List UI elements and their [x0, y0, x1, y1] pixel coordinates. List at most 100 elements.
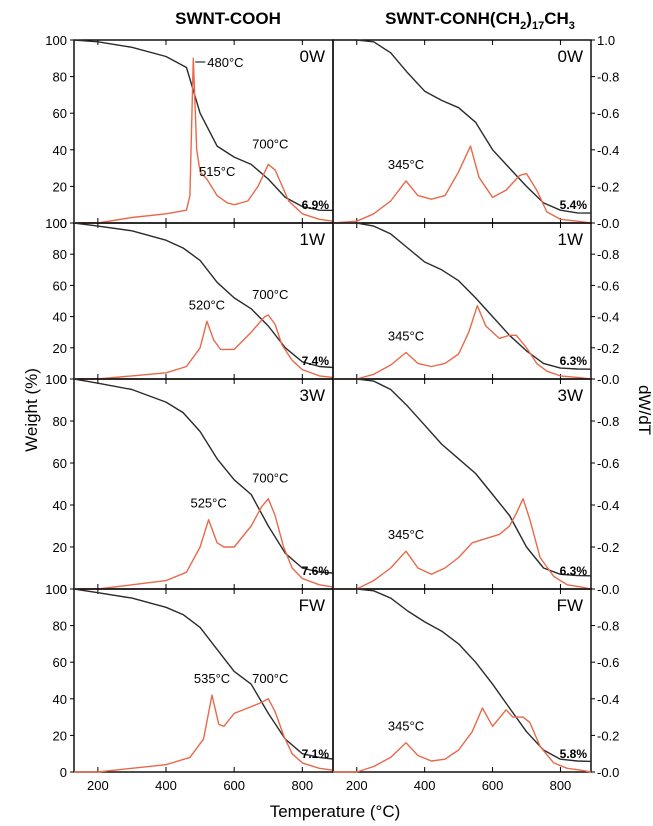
- x-tick-label: 600: [482, 778, 504, 793]
- weight-curve: [333, 378, 592, 577]
- panel-fw-conh: -0.0 -0.2 -0.4 -0.6 -0.8 200 400 600 800 FW 5.8% 34…: [332, 588, 619, 793]
- y-tick-label-left: 60: [53, 655, 67, 670]
- peak-annotation: 700°C: [252, 471, 288, 486]
- panel-0w-conh: -0.0 -0.2 -0.4 -0.6 -0.8 1.0 0W 5.4% 345°C: [332, 33, 619, 231]
- y-tick-label-right: -0.8: [597, 247, 619, 262]
- y-tick-label-left: 40: [53, 310, 67, 325]
- y-tick-label-left: 80: [53, 414, 67, 429]
- weight-curve: [73, 222, 334, 369]
- axes-text: Temperature (°C) Weight (%) dW/dT: [22, 368, 653, 821]
- condition-label: 1W: [558, 230, 584, 249]
- residue-label: 7.1%: [302, 747, 330, 761]
- peak-annotation: 345°C: [388, 719, 424, 734]
- y-tick-label-left: 100: [45, 33, 67, 48]
- column-title-conh: SWNT-CONH(CH2)17CH3: [385, 9, 575, 32]
- y-tick-label-left: 0: [60, 216, 67, 231]
- y-tick-label-left: 20: [53, 540, 67, 555]
- y-tick-label-left: 0: [60, 765, 67, 780]
- y-tick-label-right: -0.2: [597, 179, 619, 194]
- x-tick-label: 200: [346, 778, 368, 793]
- condition-label: 0W: [300, 47, 326, 66]
- title-subscript: 2: [520, 20, 526, 32]
- residue-label: 6.3%: [560, 354, 588, 368]
- panel-0w-cooh: 0 20 40 60 80 100 0W 6.9% 480°C 515°C 700°C: [45, 33, 334, 231]
- panel-frame: [73, 39, 334, 224]
- y-tick-label-right: -0.0: [597, 372, 619, 387]
- peak-annotation: 535°C: [194, 671, 230, 686]
- weight-curve: [333, 588, 592, 763]
- derivative-curve: [74, 57, 334, 224]
- x-tick-label: 800: [550, 778, 572, 793]
- y-tick-label-left: 100: [45, 216, 67, 231]
- peak-annotation: 345°C: [388, 157, 424, 172]
- condition-label: FW: [299, 596, 325, 615]
- title-subscript: 3: [569, 20, 575, 32]
- y-tick-label-left: 40: [53, 692, 67, 707]
- peak-annotation: 345°C: [388, 328, 424, 343]
- title-part: CH: [544, 9, 569, 28]
- condition-label: 3W: [300, 386, 326, 405]
- panel-1w-conh: -0.0 -0.2 -0.4 -0.6 -0.8 1W 6.3% 345°C: [332, 222, 619, 387]
- y-tick-label-left: 80: [53, 70, 67, 85]
- y-tick-label-left: 40: [53, 143, 67, 158]
- panel-frame: [332, 588, 592, 773]
- panel-fw-cooh: 0 20 40 60 80 100 200 400 600 800 FW 7.1% 535°C 700°C: [45, 582, 334, 793]
- condition-label: FW: [557, 596, 583, 615]
- peak-annotation: 700°C: [252, 136, 288, 151]
- derivative-curve: [74, 694, 334, 773]
- condition-label: 0W: [558, 47, 584, 66]
- derivative-curve: [74, 498, 334, 590]
- y-tick-label-right: -0.2: [597, 540, 619, 555]
- y-tick-label-right: -0.0: [597, 765, 619, 780]
- y-tick-label-left: 0: [60, 372, 67, 387]
- y-tick-label-left: 60: [53, 456, 67, 471]
- panel-grid: 0204060801000W6.9%480°C515°C700°C-0.0-0.…: [45, 33, 619, 793]
- condition-label: 1W: [300, 230, 326, 249]
- weight-curve: [333, 39, 592, 214]
- derivative-curve: [333, 305, 592, 380]
- y-tick-label-right: -0.2: [597, 728, 619, 743]
- derivative-curve: [333, 707, 592, 773]
- panel-3w-conh: -0.0 -0.2 -0.4 -0.6 -0.8 3W 6.3% 345°C: [332, 378, 619, 597]
- y-tick-label-left: 20: [53, 728, 67, 743]
- y-tick-label-right: -0.6: [597, 278, 619, 293]
- peak-annotation: 700°C: [252, 671, 288, 686]
- weight-curve: [73, 588, 334, 760]
- y-tick-label-right: -0.2: [597, 341, 619, 356]
- x-axis-label: Temperature (°C): [270, 802, 401, 821]
- y-tick-label-right: -0.4: [597, 310, 619, 325]
- y-tick-label-right: -0.6: [597, 106, 619, 121]
- y-tick-label-right: -0.6: [597, 456, 619, 471]
- weight-curve: [333, 222, 592, 370]
- x-tick-label: 400: [155, 778, 177, 793]
- residue-label: 6.9%: [302, 198, 330, 212]
- peak-annotation: 480°C: [207, 55, 243, 70]
- panel-1w-cooh: 0 20 40 60 80 100 1W 7.4% 520°C 700°C: [45, 216, 334, 387]
- panel-frame: [73, 378, 334, 590]
- y-tick-label-right: -0.8: [597, 619, 619, 634]
- peak-annotation: 515°C: [199, 164, 235, 179]
- column-title-cooh: SWNT-COOH: [175, 9, 281, 28]
- title-part: SWNT-CONH(CH: [385, 9, 520, 28]
- y-axis-label-left: Weight (%): [22, 368, 41, 452]
- y-tick-label-right: -0.8: [597, 414, 619, 429]
- y-tick-label-left: 100: [45, 582, 67, 597]
- condition-label: 3W: [558, 386, 584, 405]
- peak-annotation: 520°C: [189, 297, 225, 312]
- x-tick-label: 600: [223, 778, 245, 793]
- y-tick-label-right: -0.6: [597, 655, 619, 670]
- y-tick-label-left: 80: [53, 619, 67, 634]
- y-tick-label-left: 0: [60, 582, 67, 597]
- panel-frame: [332, 222, 592, 380]
- peak-annotation: 525°C: [190, 496, 226, 511]
- weight-curve: [73, 39, 334, 212]
- panel-frame: [332, 39, 592, 224]
- residue-label: 5.4%: [560, 198, 588, 212]
- residue-label: 7.6%: [302, 564, 330, 578]
- y-axis-label-right: dW/dT: [635, 385, 653, 435]
- y-tick-label-right: -0.4: [597, 498, 619, 513]
- y-tick-label-right: -0.4: [597, 692, 619, 707]
- residue-label: 6.3%: [560, 564, 588, 578]
- y-tick-label-left: 100: [45, 372, 67, 387]
